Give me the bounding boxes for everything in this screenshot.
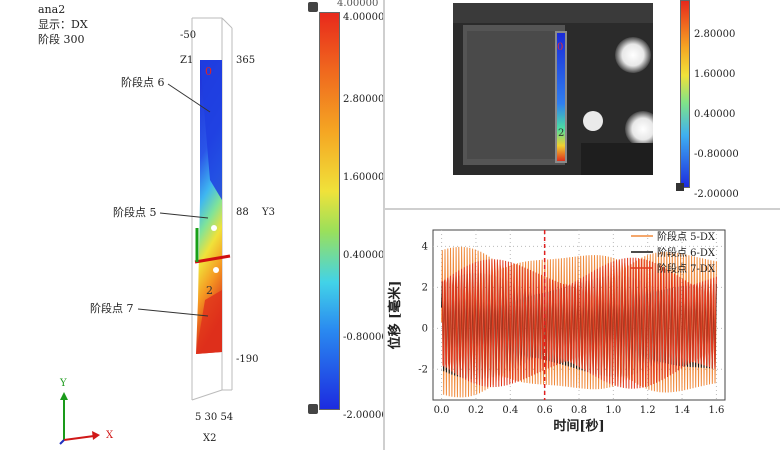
camera-colorbar-tick-3: -0.80000 [694,149,739,160]
camera-colorbar-tick-4: -2.00000 [694,189,739,200]
colorbar-tick-3: 0.40000 [343,250,385,261]
y-tick-label: -2 [418,364,428,375]
colorbar-tick-0: 4.00000 [343,12,385,23]
x-tick-label: 1.0 [605,405,621,416]
view-title: ana2 [38,3,66,16]
colorbar-tick-1: 2.80000 [343,94,385,105]
panel-divider-horizontal[interactable] [385,208,780,210]
camera-image [453,3,653,175]
axis-triad [59,392,100,445]
point-label-6: 阶段点 6 [121,76,165,89]
coord-y-axis: Y3 [262,207,275,218]
point-label-5: 阶段点 5 [113,206,157,219]
x-tick-label: 0.8 [571,405,587,416]
stage-label: 阶段 300 [38,33,85,46]
coord-y-mid: 88 [236,207,249,218]
point-label-7: 阶段点 7 [90,302,134,315]
colorbar-top-handle[interactable] [308,2,318,12]
panel-divider-vertical[interactable] [383,0,385,450]
x-tick-label: 1.2 [640,405,656,416]
chart-panel[interactable]: 0.0 0.2 0.4 0.6 0.8 1.0 1.2 1.4 1.6 4 2 0 -2 时间[秒] 位移 … [385,210,780,450]
marker-0: 0 [205,65,212,78]
camera-colorbar-tick-0: 2.80000 [694,29,736,40]
colorbar-camera [680,0,690,188]
series-line-3 [441,257,717,389]
camera-marker-2: 2 [558,128,565,139]
coord-z1: Z1 [180,55,194,66]
colorbar-top-label: 4.00000 [337,0,379,9]
camera-marker-0: 0 [557,42,564,53]
leader-lines [137,83,211,317]
coord-y-bottom: -190 [236,354,259,365]
x-axis-label: 时间[秒] [553,418,604,434]
displacement-chart[interactable]: 0.0 0.2 0.4 0.6 0.8 1.0 1.2 1.4 1.6 4 2 0 -2 时间[秒] 位移 … [385,210,780,450]
colorbar-tick-2: 1.60000 [343,172,385,183]
colorbar-tick-4: -0.80000 [343,332,388,343]
camera-view-panel[interactable]: 0 2 2.80000 1.60000 0.40000 -0.80000 -2.… [385,0,780,208]
coord-y-top: 365 [236,55,256,66]
legend-label-2: 阶段点 6-DX [657,246,716,259]
coord-top-minus: -50 [180,30,197,41]
camera-colorbar-handle[interactable] [676,183,684,191]
coord-x-ticks: 5 30 54 [195,412,234,423]
coord-x-axis: X2 [203,433,217,444]
x-tick-label: 0.4 [502,405,518,416]
model-view-panel[interactable]: ana2 显示：DX 阶段 300 [0,0,388,450]
marker-2: 2 [206,284,213,297]
y-tick-label: 4 [422,241,428,252]
triad-x-label: X [106,430,114,441]
colorbar-tick-5: -2.00000 [343,410,388,421]
legend-label-3: 阶段点 7-DX [657,262,716,275]
display-label: 显示：DX [38,18,88,31]
x-tick-label: 0.2 [468,405,484,416]
x-tick-label: 1.4 [674,405,690,416]
camera-colorbar-tick-2: 0.40000 [694,109,736,120]
camera-colorbar-tick-1: 1.60000 [694,69,736,80]
y-tick-label: 2 [422,282,428,293]
y-axis-label: 位移 [毫米] [387,281,403,350]
triad-y-label: Y [60,378,67,389]
x-tick-label: 1.6 [708,405,724,416]
x-tick-label: 0.0 [434,405,450,416]
colorbar-bottom-handle[interactable] [308,404,318,414]
legend-label-1: 阶段点 5-DX [657,230,716,243]
x-tick-label: 0.6 [537,405,553,416]
model-canvas[interactable] [0,0,382,450]
y-tick-label: 0 [422,323,428,334]
colorbar-main [319,12,340,410]
